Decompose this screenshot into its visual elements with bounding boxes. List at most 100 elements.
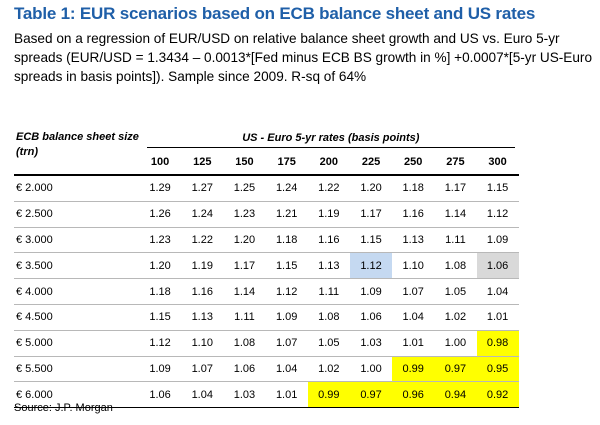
table-cell: 1.09 bbox=[476, 227, 519, 254]
table-cell: 1.01 bbox=[392, 330, 435, 357]
table-cell: 1.06 bbox=[223, 356, 266, 383]
table-cell: 1.18 bbox=[265, 227, 308, 254]
table-cell: 1.17 bbox=[434, 175, 477, 202]
table-cell: 1.17 bbox=[349, 201, 393, 228]
table-cell: 1.18 bbox=[392, 175, 435, 202]
table-cell: 1.19 bbox=[307, 201, 350, 228]
column-header: 200 bbox=[307, 150, 350, 176]
table-cell: 1.07 bbox=[392, 278, 435, 305]
table-cell: 0.95 bbox=[476, 356, 519, 383]
table-cell: 1.24 bbox=[265, 175, 308, 202]
table-cell: 1.06 bbox=[476, 252, 519, 280]
table-cell: 1.13 bbox=[181, 304, 224, 331]
table-cell: 1.08 bbox=[223, 330, 266, 357]
table-cell: 1.04 bbox=[265, 356, 308, 383]
table-cell: 0.92 bbox=[476, 381, 519, 409]
row-label: € 4.000 bbox=[14, 278, 139, 305]
table-row: € 2.000 1.29 1.27 1.25 1.24 1.22 1.20 1.18 1.17 1… bbox=[14, 175, 519, 202]
source-note: Source: J.P. Morgan bbox=[14, 402, 113, 414]
row-label: € 6.000 bbox=[14, 381, 139, 409]
table-cell: 0.99 bbox=[307, 381, 350, 409]
table-cell: 1.06 bbox=[349, 304, 393, 331]
table-cell: 1.03 bbox=[223, 381, 266, 409]
row-header: ECB balance sheet size (trn) bbox=[14, 130, 139, 176]
table-cell: 1.24 bbox=[181, 201, 224, 228]
column-header: 175 bbox=[265, 150, 308, 176]
row-label: € 3.000 bbox=[14, 227, 139, 254]
table-cell: 1.16 bbox=[392, 201, 435, 228]
table-cell: 1.05 bbox=[307, 330, 350, 357]
table-cell: 1.15 bbox=[476, 175, 519, 202]
table-cell: 1.09 bbox=[349, 278, 393, 305]
table-cell: 1.00 bbox=[434, 330, 477, 357]
table-cell: 1.12 bbox=[476, 201, 519, 228]
table-cell: 0.94 bbox=[434, 381, 477, 409]
table-cell: 0.98 bbox=[476, 330, 519, 357]
table-row: € 3.000 1.23 1.22 1.20 1.18 1.16 1.15 1.13 1.11 1… bbox=[14, 227, 519, 254]
column-header: 300 bbox=[476, 150, 519, 176]
row-label: € 5.000 bbox=[14, 330, 139, 357]
table-row: € 3.500 1.20 1.19 1.17 1.15 1.13 1.12 1.10 1.08 1… bbox=[14, 252, 519, 280]
table-cell: 1.20 bbox=[349, 175, 393, 202]
table-cell: 1.12 bbox=[265, 278, 308, 305]
table-cell: 0.97 bbox=[434, 356, 477, 383]
column-header: 100 bbox=[139, 150, 182, 176]
table-cell: 1.02 bbox=[307, 356, 350, 383]
table-cell: 1.03 bbox=[349, 330, 393, 357]
table-cell: 1.21 bbox=[265, 201, 308, 228]
table-cell: 1.04 bbox=[476, 278, 519, 305]
table-cell: 1.29 bbox=[139, 175, 182, 202]
row-label: € 5.500 bbox=[14, 356, 139, 383]
table-cell: 1.05 bbox=[434, 278, 477, 305]
table-body: € 2.000 1.29 1.27 1.25 1.24 1.22 1.20 1.18 1.17 1… bbox=[14, 175, 519, 409]
table-subtitle: Based on a regression of EUR/USD on rela… bbox=[14, 31, 593, 84]
table-cell: 1.16 bbox=[307, 227, 350, 254]
column-header: 150 bbox=[223, 150, 266, 176]
column-group-header-label: US - Euro 5-yr rates (basis points) bbox=[147, 132, 515, 149]
table-row: € 4.500 1.15 1.13 1.11 1.09 1.08 1.06 1.04 1.02 1… bbox=[14, 304, 519, 331]
column-header: 225 bbox=[349, 150, 393, 176]
row-label: € 2.000 bbox=[14, 175, 139, 202]
table-cell: 1.19 bbox=[181, 252, 224, 280]
table-row: € 2.500 1.26 1.24 1.23 1.21 1.19 1.17 1.16 1.14 1… bbox=[14, 201, 519, 228]
table-cell: 1.20 bbox=[223, 227, 266, 254]
table-cell: 0.97 bbox=[349, 381, 393, 409]
row-label: € 4.500 bbox=[14, 304, 139, 331]
table-cell: 1.15 bbox=[139, 304, 182, 331]
table-cell: 1.11 bbox=[307, 278, 350, 305]
column-header: 250 bbox=[392, 150, 435, 176]
table-cell: 1.10 bbox=[392, 252, 435, 280]
table-cell: 1.08 bbox=[434, 252, 477, 280]
table-cell: 1.11 bbox=[434, 227, 477, 254]
column-group-header: US - Euro 5-yr rates (basis points) bbox=[139, 130, 519, 150]
table-cell: 1.23 bbox=[223, 201, 266, 228]
table-cell: 0.96 bbox=[392, 381, 435, 409]
table-cell: 1.02 bbox=[434, 304, 477, 331]
table-cell: 1.10 bbox=[181, 330, 224, 357]
table-cell: 1.00 bbox=[349, 356, 393, 383]
table-cell: 1.17 bbox=[223, 252, 266, 280]
table-cell: 1.15 bbox=[265, 252, 308, 280]
table-cell: 1.01 bbox=[476, 304, 519, 331]
table-cell: 1.23 bbox=[139, 227, 182, 254]
table-cell: 1.12 bbox=[139, 330, 182, 357]
table-cell: 1.14 bbox=[223, 278, 266, 305]
row-label: € 3.500 bbox=[14, 252, 139, 280]
table-cell: 0.99 bbox=[392, 356, 435, 383]
table-row: € 5.000 1.12 1.10 1.08 1.07 1.05 1.03 1.01 1.00 0… bbox=[14, 330, 519, 357]
table-cell: 1.07 bbox=[181, 356, 224, 383]
column-header: 275 bbox=[434, 150, 477, 176]
table-cell: 1.26 bbox=[139, 201, 182, 228]
table-cell: 1.01 bbox=[265, 381, 308, 409]
table-title: Table 1: EUR scenarios based on ECB bala… bbox=[14, 4, 536, 23]
table-cell: 1.22 bbox=[307, 175, 350, 202]
table-row: € 6.000 1.06 1.04 1.03 1.01 0.99 0.97 0.96 0.94 0… bbox=[14, 381, 519, 409]
column-values-row: 100 125 150 175 200 225 250 275 300 bbox=[14, 150, 519, 176]
table-row: € 4.000 1.18 1.16 1.14 1.12 1.11 1.09 1.07 1.05 1… bbox=[14, 278, 519, 305]
table-cell: 1.25 bbox=[223, 175, 266, 202]
table-cell: 1.22 bbox=[181, 227, 224, 254]
table-cell: 1.18 bbox=[139, 278, 182, 305]
table-cell: 1.27 bbox=[181, 175, 224, 202]
table-cell: 1.16 bbox=[181, 278, 224, 305]
scenario-table: ECB balance sheet size (trn) US - Euro 5… bbox=[14, 130, 519, 409]
